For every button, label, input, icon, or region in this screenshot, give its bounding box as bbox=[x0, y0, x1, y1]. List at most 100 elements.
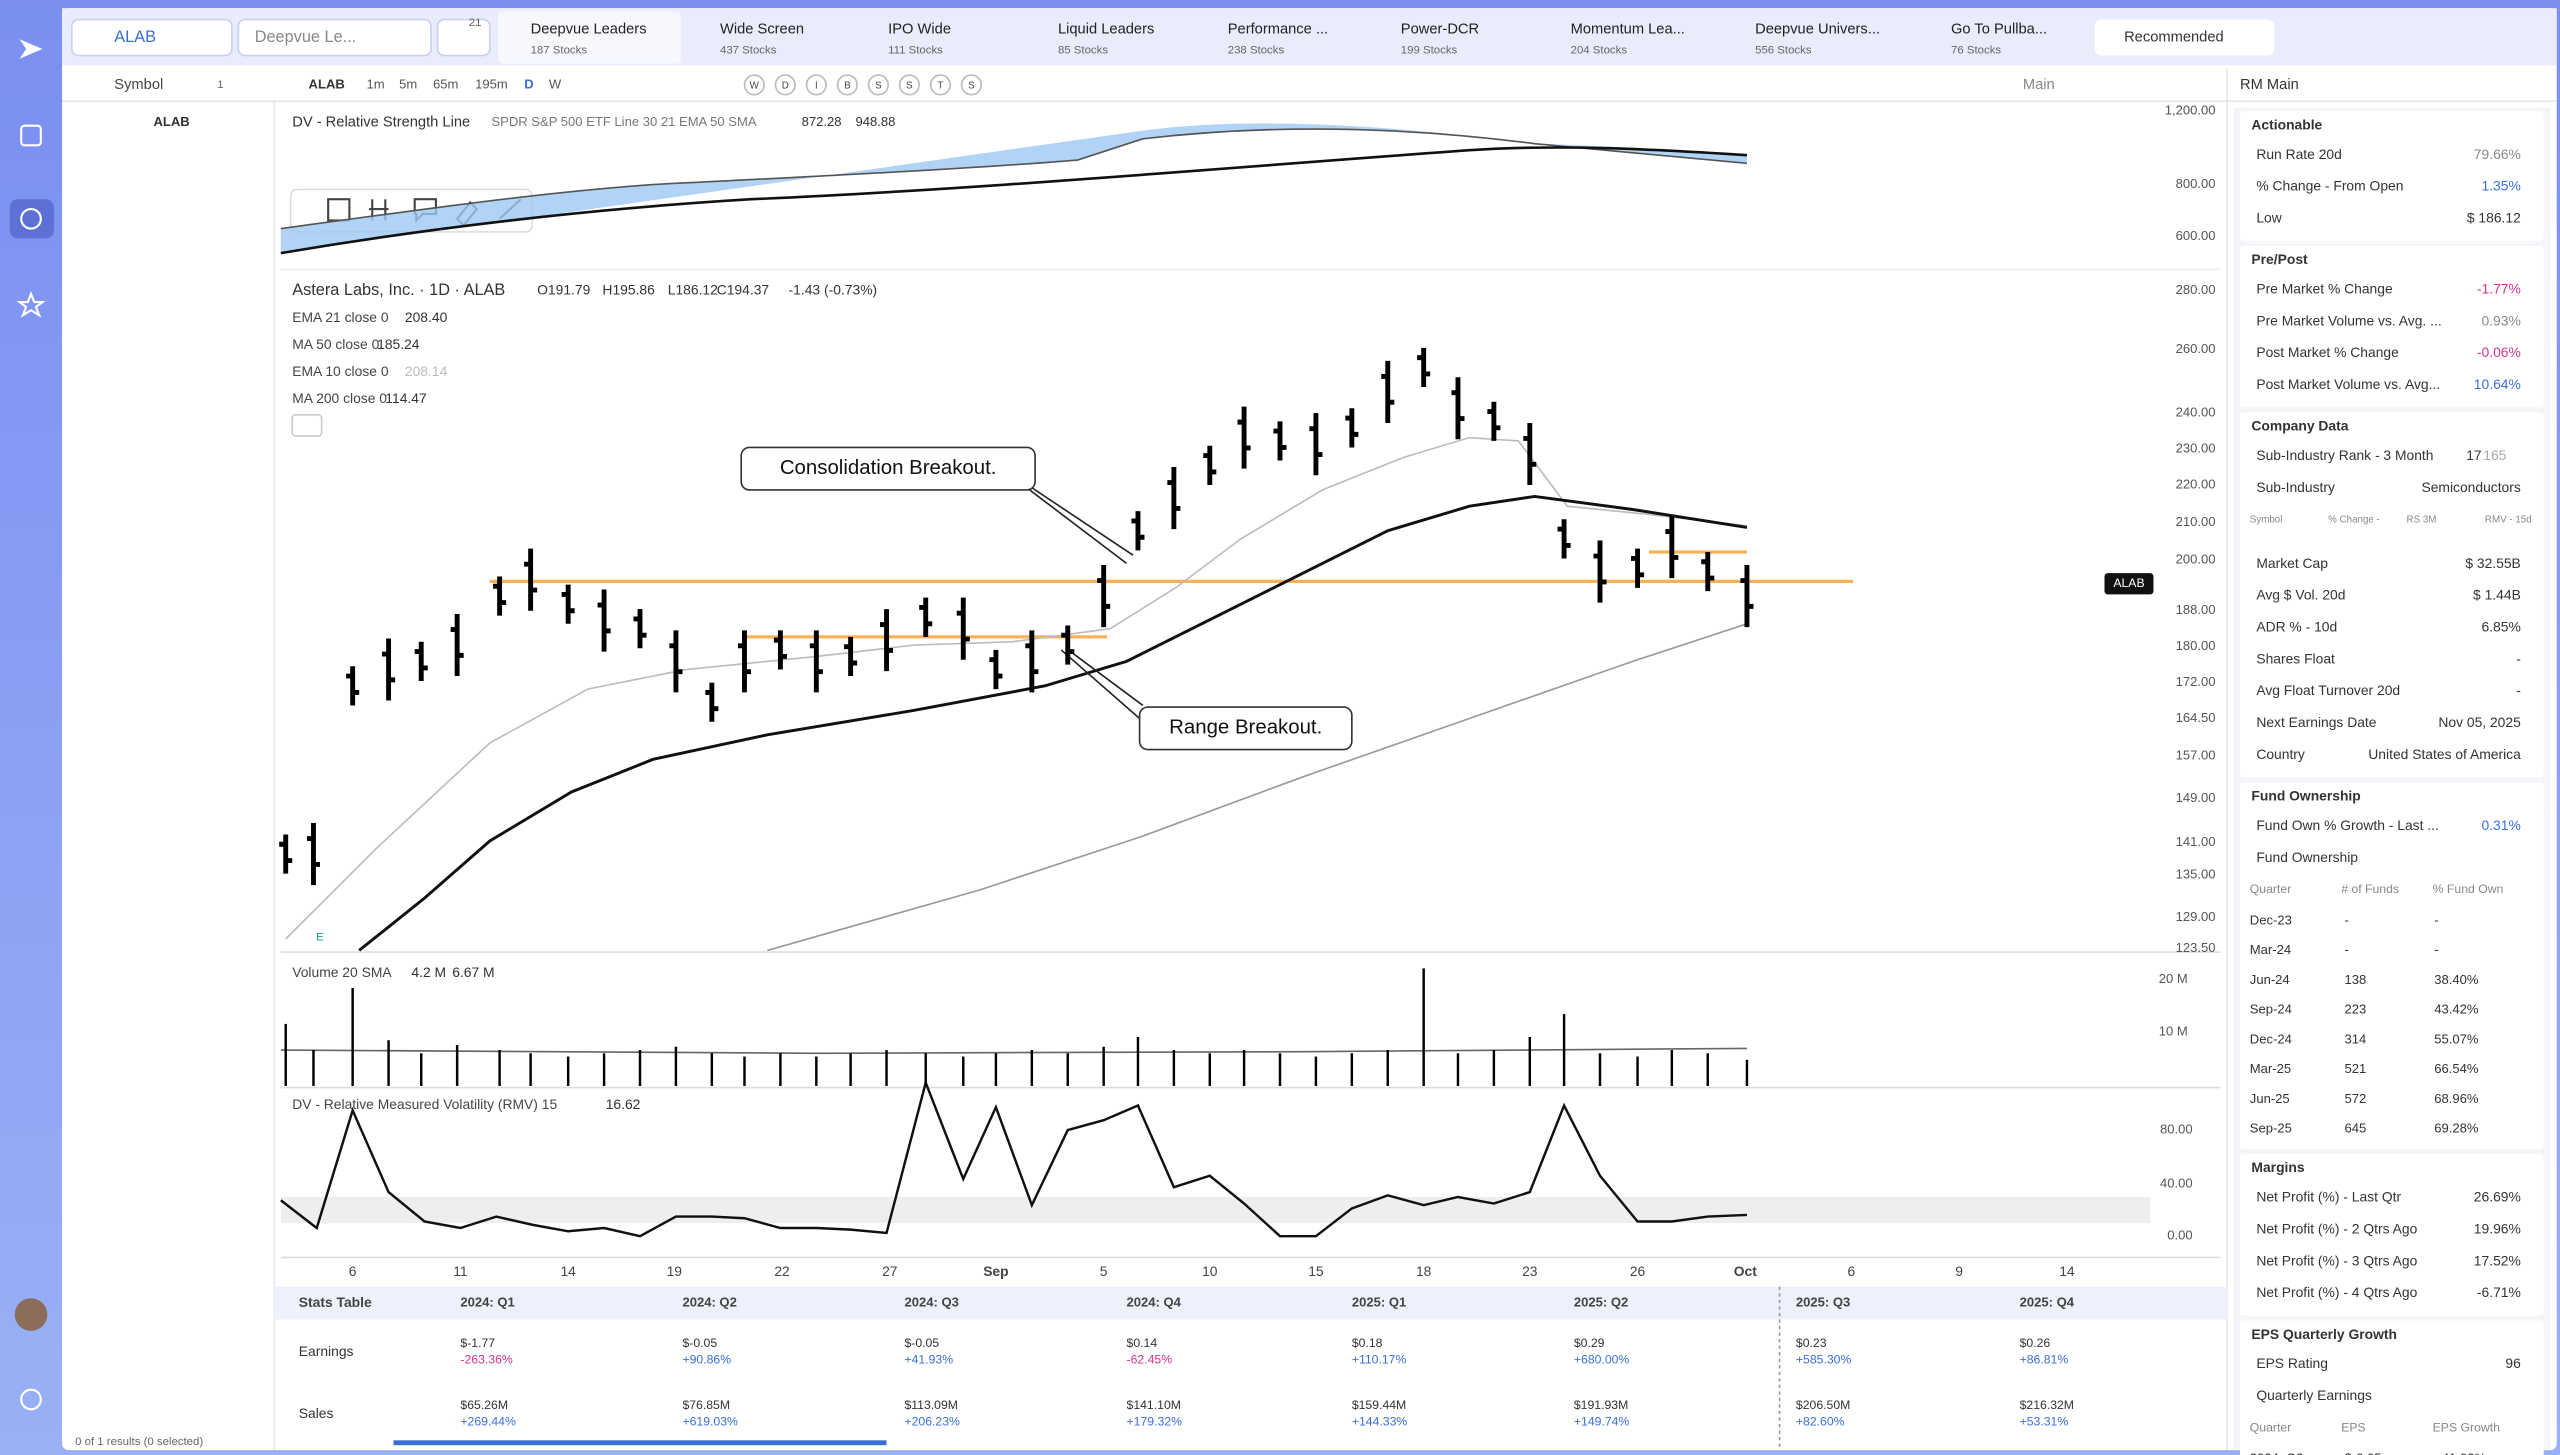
stats-growth: +41.93% bbox=[904, 1353, 953, 1367]
interval[interactable]: 5m bbox=[399, 76, 417, 91]
price-bar bbox=[669, 630, 683, 693]
price-bar bbox=[1273, 421, 1287, 461]
axis-label: 260.00 bbox=[2176, 341, 2216, 356]
axis-label: 200.00 bbox=[2176, 552, 2216, 567]
tab-name[interactable]: Liquid Leaders bbox=[1058, 21, 1154, 37]
tab-name[interactable]: IPO Wide bbox=[888, 21, 951, 37]
interval[interactable]: W bbox=[549, 76, 562, 91]
layout-name[interactable]: Main bbox=[2023, 77, 2055, 93]
rs-value: 948.88 bbox=[856, 114, 896, 129]
price-bar bbox=[1701, 551, 1715, 592]
badge: 21 bbox=[469, 17, 482, 29]
stats-column: 2025: Q1 bbox=[1352, 1295, 1406, 1310]
search-box[interactable] bbox=[71, 18, 233, 57]
tab-name[interactable]: Momentum Lea... bbox=[1571, 21, 1685, 37]
axis-label: 600.00 bbox=[2176, 228, 2216, 243]
interval[interactable]: D bbox=[524, 76, 533, 91]
row-label: Shares Float bbox=[2256, 650, 2335, 666]
watchlist-select[interactable] bbox=[237, 18, 432, 57]
price-bar bbox=[773, 630, 787, 670]
price-bar bbox=[705, 682, 719, 722]
date-label: Sep bbox=[983, 1263, 1008, 1279]
table-cell: Mar-25 bbox=[2250, 1061, 2291, 1076]
toggle[interactable] bbox=[898, 74, 920, 96]
rmv-band bbox=[280, 1196, 2151, 1224]
axis-label: 164.50 bbox=[2176, 710, 2216, 725]
collapse-button[interactable] bbox=[291, 413, 323, 437]
rmv-value: 16.62 bbox=[606, 1096, 641, 1112]
row-label: ADR % - 10d bbox=[2256, 619, 2337, 635]
tab-name[interactable]: Go To Pullba... bbox=[1951, 21, 2047, 37]
toggle[interactable] bbox=[774, 74, 796, 96]
table-cell: Jun-25 bbox=[2250, 1091, 2290, 1106]
interval[interactable]: 65m bbox=[433, 76, 459, 91]
price-bar bbox=[956, 597, 970, 660]
panel-name[interactable]: RM Main bbox=[2240, 77, 2299, 93]
watchlist-name[interactable]: Deepvue Le... bbox=[255, 28, 357, 46]
annotation: Range Breakout. bbox=[1169, 717, 1322, 739]
date-label: Oct bbox=[1734, 1263, 1757, 1279]
stats-value: $141.10M bbox=[1127, 1398, 1181, 1412]
tab-name[interactable]: Performance ... bbox=[1228, 21, 1328, 37]
toggle[interactable] bbox=[960, 74, 983, 96]
ohlc: C194.37 bbox=[717, 281, 770, 297]
toggle[interactable] bbox=[867, 74, 889, 96]
interval[interactable]: 195m bbox=[475, 76, 508, 91]
tab-name[interactable]: Power-DCR bbox=[1401, 21, 1479, 37]
ohlc: O191.79 bbox=[537, 281, 590, 297]
avatar[interactable] bbox=[14, 1298, 48, 1331]
stats-value: $0.26 bbox=[2020, 1336, 2051, 1350]
stats-value: $191.93M bbox=[1574, 1398, 1628, 1412]
panel-section bbox=[2240, 412, 2544, 778]
interval[interactable]: 1m bbox=[366, 76, 384, 91]
toggle[interactable] bbox=[836, 74, 858, 96]
axis-label: 80.00 bbox=[2160, 1121, 2193, 1136]
filter-button[interactable] bbox=[436, 18, 491, 57]
search-text[interactable]: ALAB bbox=[114, 28, 156, 46]
stats-value: $0.14 bbox=[1127, 1336, 1158, 1350]
panel-section bbox=[2240, 1153, 2544, 1316]
annotation-box bbox=[740, 446, 1036, 491]
panel-section bbox=[2240, 782, 2544, 1149]
tab-name[interactable]: Deepvue Leaders bbox=[531, 21, 647, 37]
sort-select[interactable] bbox=[2094, 19, 2275, 56]
toggle-letter: B bbox=[844, 80, 851, 91]
toggle[interactable] bbox=[929, 74, 952, 96]
tab-name[interactable]: Wide Screen bbox=[720, 21, 804, 37]
stats-value: $216.32M bbox=[2020, 1398, 2074, 1412]
row-label: Market Cap bbox=[2256, 555, 2328, 571]
axis-label: 10 M bbox=[2159, 1024, 2188, 1039]
price-bar bbox=[493, 576, 507, 616]
stats-growth: +179.32% bbox=[1127, 1415, 1183, 1429]
active-tab bbox=[497, 11, 681, 64]
subheader: # of Funds bbox=[2341, 882, 2399, 896]
watchlist-symbol[interactable]: ALAB bbox=[153, 114, 189, 129]
scrollbar bbox=[393, 1440, 887, 1446]
table-cell: 521 bbox=[2344, 1061, 2366, 1076]
volume-name: Volume 20 SMA bbox=[292, 964, 392, 980]
row-label: Net Profit (%) - 2 Qtrs Ago bbox=[2256, 1220, 2417, 1236]
sort-label[interactable]: Recommended bbox=[2124, 29, 2224, 45]
price-bar bbox=[919, 597, 933, 637]
toggle[interactable] bbox=[743, 74, 765, 96]
tab-count: 238 Stocks bbox=[1228, 45, 1285, 57]
symbol-input[interactable]: ALAB bbox=[309, 76, 345, 91]
ohlc: L186.12 bbox=[668, 281, 718, 297]
table-cell: 69.28% bbox=[2434, 1121, 2479, 1136]
tab-name[interactable]: Deepvue Univers... bbox=[1755, 21, 1880, 37]
tab-count: 187 Stocks bbox=[531, 45, 588, 57]
row-value: 10.64% bbox=[2474, 376, 2521, 392]
column-count: 1 bbox=[217, 79, 223, 91]
axis-label: 210.00 bbox=[2176, 514, 2216, 529]
rs-area bbox=[280, 123, 1747, 254]
toggle-letter: S bbox=[968, 80, 975, 91]
row-label: Pre Market Volume vs. Avg. ... bbox=[2256, 312, 2441, 328]
column-header: Symbol bbox=[114, 77, 163, 93]
price-bar bbox=[1665, 516, 1679, 579]
price-bar bbox=[989, 649, 1003, 690]
logo bbox=[19, 39, 43, 59]
date-label: 5 bbox=[1100, 1263, 1108, 1279]
price-bar bbox=[1523, 422, 1537, 485]
toggle[interactable] bbox=[805, 74, 827, 96]
table-cell: Jun-24 bbox=[2250, 972, 2290, 987]
